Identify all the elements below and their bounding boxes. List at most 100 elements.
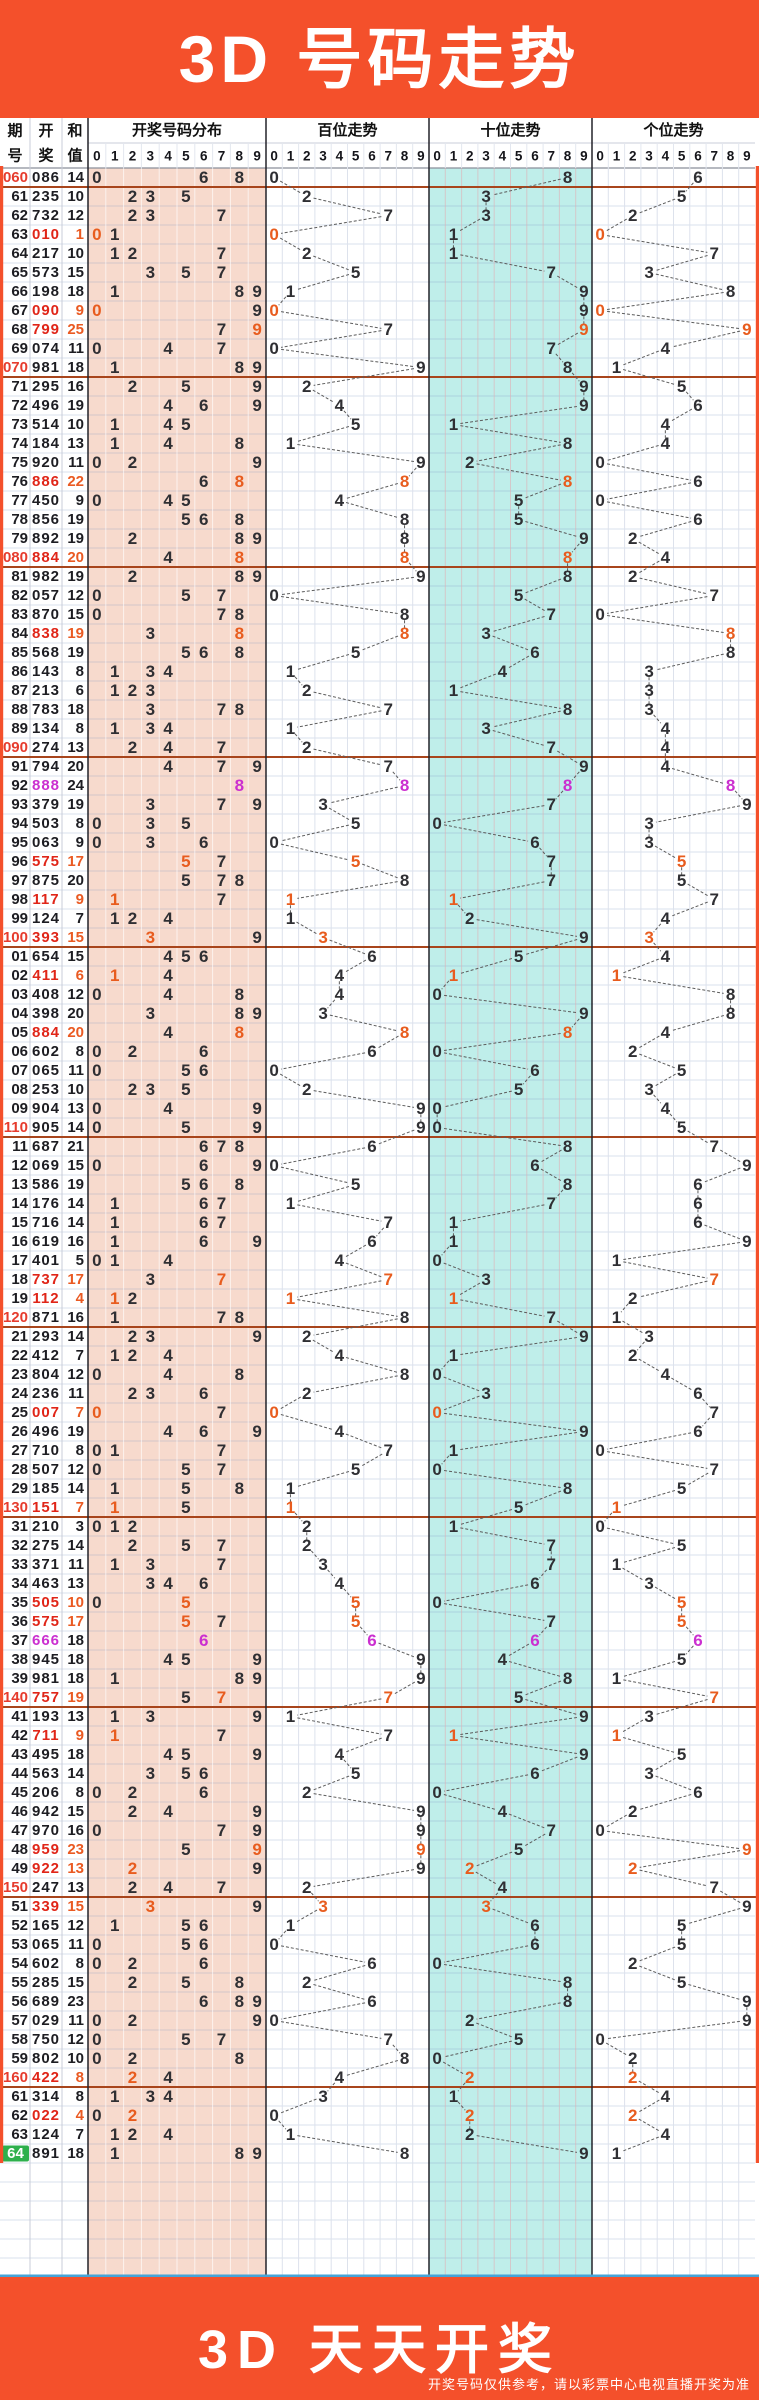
- trend-line: [378, 1642, 415, 1658]
- trend-line: [280, 330, 382, 348]
- period-label: 94: [11, 815, 28, 832]
- dist-digit: 7: [217, 871, 226, 890]
- dist-digit: 7: [217, 1821, 226, 1840]
- trend-line: [345, 1244, 367, 1258]
- trend-line: [296, 921, 318, 935]
- dist-digit: 3: [146, 624, 155, 643]
- draw-value: 285: [32, 1974, 60, 1991]
- trend-line: [508, 655, 530, 669]
- period-label: 33: [11, 1556, 28, 1573]
- hundreds-digit: 0: [269, 833, 278, 852]
- period-label: 84: [11, 625, 28, 642]
- trend-line: [638, 1358, 660, 1372]
- dist-digit: 6: [199, 1764, 208, 1783]
- draw-value: 165: [32, 1917, 60, 1934]
- dist-digit: 4: [163, 1251, 173, 1270]
- tens-digit: 7: [547, 605, 556, 624]
- dist-digit: 5: [181, 1916, 190, 1935]
- trend-line: [606, 596, 708, 614]
- trend-line: [294, 1512, 303, 1522]
- period-label: 06: [11, 1043, 28, 1060]
- dist-digit: 5: [181, 1061, 190, 1080]
- dist-digit: 7: [217, 1194, 226, 1213]
- trend-line: [639, 520, 692, 538]
- draw-value: 794: [32, 758, 60, 775]
- hundreds-digit: 8: [400, 2049, 409, 2068]
- period-label: 91: [11, 758, 28, 775]
- dist-digit: 6: [199, 1042, 208, 1061]
- period-label: 27: [11, 1442, 28, 1459]
- hundreds-digit: 1: [286, 282, 295, 301]
- trend-line: [345, 1356, 398, 1374]
- sum-value: 8: [76, 815, 84, 832]
- trend-line: [313, 1775, 350, 1791]
- dist-digit: 5: [181, 814, 190, 833]
- sum-value: 7: [76, 1499, 84, 1516]
- period-label: 01: [11, 948, 28, 965]
- dist-digit: 4: [163, 985, 173, 1004]
- trend-line: [720, 1890, 742, 1904]
- tens-digit: 5: [514, 586, 523, 605]
- draw-value: 573: [32, 264, 60, 281]
- sum-value: 14: [67, 1328, 84, 1345]
- dist-digit: 4: [163, 1802, 173, 1821]
- sum-value: 8: [76, 720, 84, 737]
- tens-digit: 6: [530, 1916, 539, 1935]
- dist-digit: 4: [163, 1365, 173, 1384]
- tens-digit: 8: [563, 1669, 572, 1688]
- units-digit: 6: [693, 1213, 702, 1232]
- period-label: 37: [11, 1632, 28, 1649]
- hundreds-digit: 1: [286, 1289, 295, 1308]
- draw-value: 856: [32, 511, 60, 528]
- period-label: 17: [11, 1252, 28, 1269]
- draw-value: 065: [32, 1062, 60, 1079]
- dist-digit: 8: [235, 358, 244, 377]
- period-label: 92: [11, 777, 28, 794]
- units-digit: 2: [628, 2068, 637, 2087]
- draw-value: 339: [32, 1898, 60, 1915]
- units-digit: 5: [677, 1935, 686, 1954]
- hundreds-digit: 4: [335, 491, 345, 510]
- trend-line: [443, 1052, 529, 1070]
- trend-line: [623, 368, 676, 386]
- draw-value: 412: [32, 1347, 60, 1364]
- sum-value: 18: [67, 359, 84, 376]
- sum-value: 15: [67, 1898, 84, 1915]
- hundreds-digit: 0: [269, 1061, 278, 1080]
- trend-line: [459, 218, 481, 232]
- dist-digit: 9: [252, 1802, 261, 1821]
- trend-line: [688, 1907, 741, 1925]
- period-label: 73: [11, 416, 28, 433]
- trend-line: [638, 2099, 660, 2113]
- tens-digit: 3: [481, 719, 490, 738]
- dist-digit: 9: [252, 1840, 261, 1859]
- trend-line: [329, 1014, 398, 1032]
- hundreds-digit: 0: [269, 2011, 278, 2030]
- sum-value: 19: [67, 397, 84, 414]
- tens-digit: 8: [563, 358, 572, 377]
- tens-digit: 1: [449, 2087, 458, 2106]
- trend-line: [555, 353, 564, 363]
- sum-value: 14: [67, 1765, 84, 1782]
- tens-digit: 0: [432, 1403, 441, 1422]
- trend-line: [294, 676, 303, 686]
- sum-value: 10: [67, 1594, 84, 1611]
- hundreds-digit: 7: [384, 1726, 393, 1745]
- header-digit: 3: [319, 149, 327, 164]
- sum-value: 8: [76, 2088, 84, 2105]
- trend-line: [278, 2120, 287, 2130]
- sum-value: 12: [67, 2031, 84, 2048]
- period-label: 12: [11, 1157, 28, 1174]
- tens-digit: 7: [547, 1194, 556, 1213]
- draw-value: 074: [32, 340, 60, 357]
- header-digit: 6: [368, 149, 376, 164]
- tens-digit: 9: [579, 757, 588, 776]
- header-digit: 1: [450, 149, 458, 164]
- sum-value: 11: [68, 2012, 84, 2029]
- draw-value: 888: [32, 777, 60, 794]
- hundreds-digit: 4: [335, 2068, 345, 2087]
- units-digit: 1: [612, 1669, 621, 1688]
- trend-line: [687, 1472, 709, 1486]
- dist-digit: 0: [92, 1156, 101, 1175]
- dist-digit: 4: [163, 2087, 173, 2106]
